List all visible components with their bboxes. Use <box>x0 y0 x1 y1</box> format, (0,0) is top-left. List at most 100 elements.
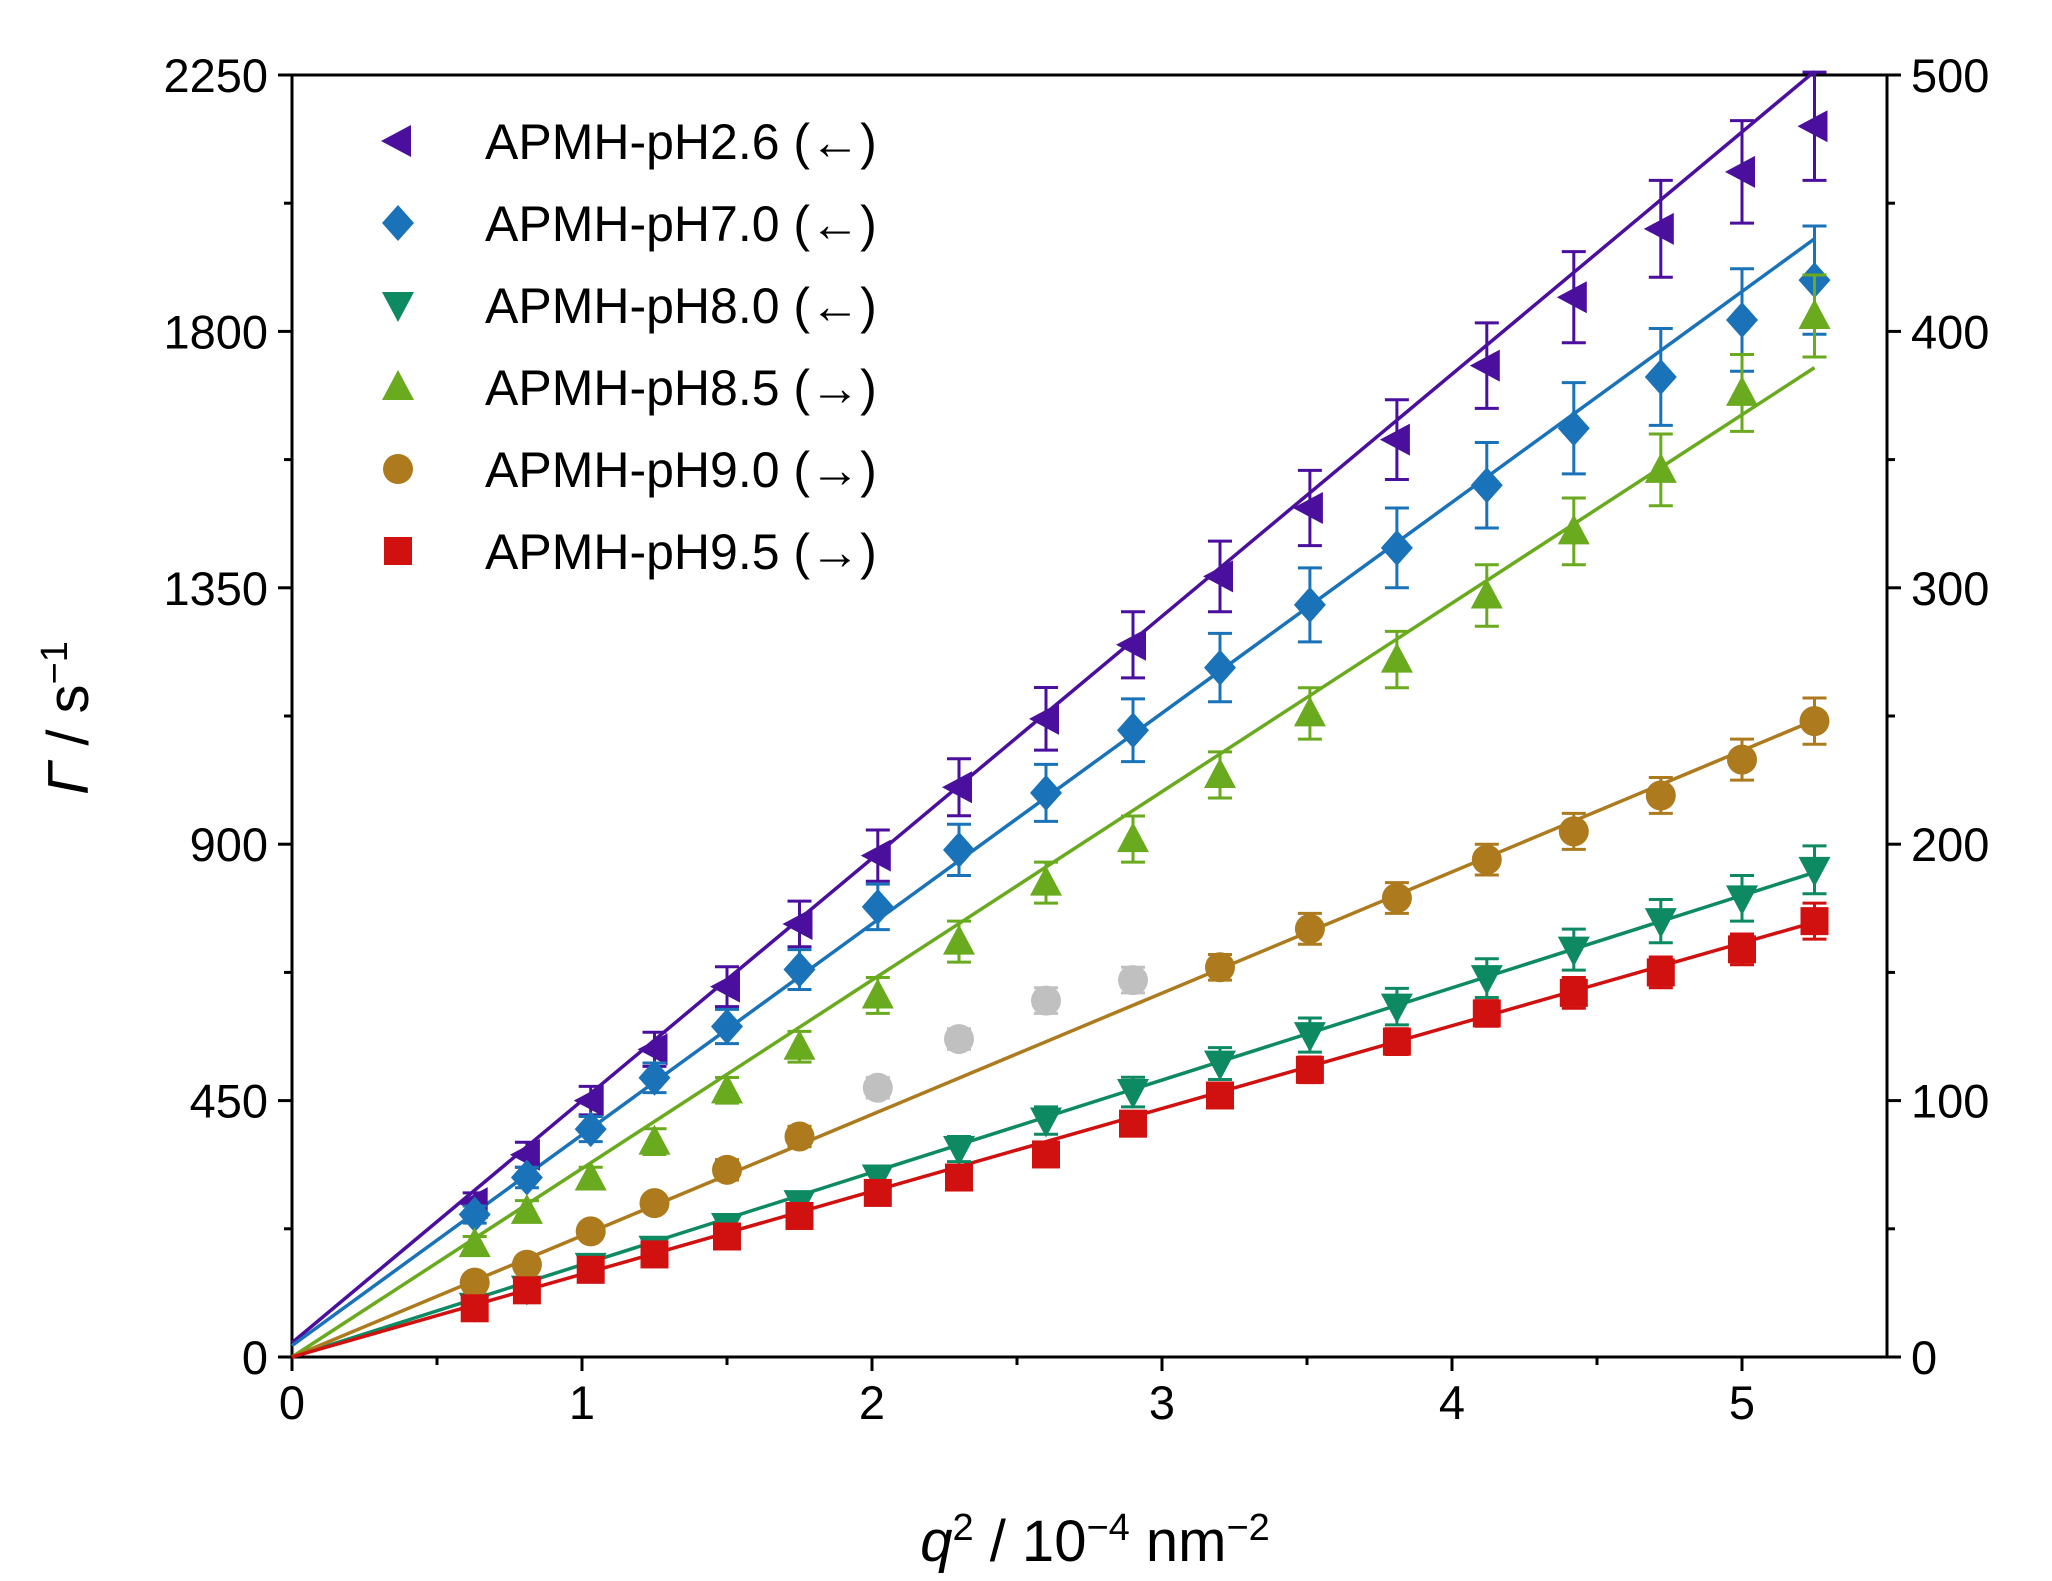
x-axis-rest: / 10 <box>974 1509 1087 1574</box>
data-point <box>1469 349 1500 382</box>
data-point <box>575 1216 606 1247</box>
y-right-tick-label: 400 <box>1911 305 1989 358</box>
data-point <box>510 1159 543 1196</box>
series-4 <box>459 696 1830 1298</box>
data-point <box>1800 907 1829 936</box>
x-axis-sup: 2 <box>952 1507 973 1549</box>
data-point <box>1030 1107 1062 1138</box>
data-point <box>1204 649 1236 686</box>
data-point <box>1203 560 1233 593</box>
data-point <box>1558 816 1589 847</box>
legend-marker-4 <box>383 454 413 484</box>
y-left-tick-label: 900 <box>190 818 268 871</box>
data-point <box>512 1276 541 1305</box>
data-point <box>1726 885 1758 916</box>
data-point <box>459 1267 490 1298</box>
data-point <box>711 1073 743 1104</box>
legend-label-5: APMH-pH9.5 (→) <box>485 524 877 580</box>
data-point <box>1559 978 1588 1007</box>
data-point <box>573 1084 604 1117</box>
data-point <box>509 1138 540 1171</box>
data-point <box>1556 281 1587 314</box>
y-right-tick-label: 500 <box>1911 49 1989 102</box>
data-point <box>1727 744 1757 775</box>
data-point <box>785 1201 814 1230</box>
y-left-tick-label: 450 <box>190 1075 268 1128</box>
data-point <box>1382 1027 1411 1056</box>
data-point <box>1472 999 1501 1028</box>
excluded-point <box>1118 965 1148 996</box>
data-point <box>1119 1109 1147 1138</box>
x-tick-label: 4 <box>1439 1376 1465 1429</box>
data-point <box>1557 936 1590 967</box>
legend-label-3: APMH-pH8.5 (→) <box>485 360 877 416</box>
data-point <box>1293 586 1326 623</box>
x-axis-title: q2 / 10−4 nm−2 <box>920 1507 1270 1574</box>
data-point <box>1799 706 1830 737</box>
data-point <box>1380 993 1413 1024</box>
data-point <box>713 1222 741 1251</box>
data-point <box>711 1008 743 1045</box>
legend-label-1: APMH-pH7.0 (←) <box>485 196 877 252</box>
data-point <box>1293 696 1326 727</box>
data-point <box>1725 155 1755 188</box>
data-point <box>1557 410 1590 447</box>
data-point <box>1030 774 1062 811</box>
data-point <box>943 831 975 868</box>
data-point <box>783 951 816 988</box>
data-point <box>942 771 972 804</box>
legend-label-0: APMH-pH2.6 (←) <box>485 114 877 170</box>
series-3 <box>458 273 1831 1258</box>
legend-marker-1 <box>382 205 414 241</box>
data-point <box>1797 110 1828 143</box>
excluded-point <box>1031 985 1061 1016</box>
y-axis-title: Γ / s−1 <box>34 641 101 795</box>
x-axis-unit: nm <box>1130 1509 1227 1574</box>
data-point <box>1292 492 1323 525</box>
data-point <box>1644 452 1677 483</box>
series-5 <box>460 901 1829 1323</box>
data-point <box>638 1124 671 1155</box>
data-point <box>1117 822 1149 853</box>
data-point <box>1294 913 1325 944</box>
data-point <box>1295 1055 1324 1084</box>
data-point <box>1030 865 1062 896</box>
x-axis-sup2: −4 <box>1086 1507 1129 1549</box>
x-tick-label: 5 <box>1729 1376 1755 1429</box>
y-left-tick-label: 1800 <box>163 305 268 358</box>
data-point <box>1117 1079 1149 1110</box>
legend-label-4: APMH-pH9.0 (→) <box>485 442 877 498</box>
data-point <box>861 888 894 925</box>
data-point <box>1557 514 1590 545</box>
data-point <box>511 1249 542 1280</box>
excluded-point <box>862 1072 893 1103</box>
data-point <box>458 1227 491 1258</box>
data-point <box>1470 467 1503 504</box>
y-left-tick-label: 0 <box>242 1331 268 1384</box>
excluded-point <box>944 1024 974 1055</box>
y-axis-rest: / s <box>36 684 101 761</box>
data-point <box>574 1111 607 1148</box>
data-point <box>1116 628 1146 661</box>
data-point <box>863 1178 892 1207</box>
data-point <box>637 1033 668 1066</box>
data-point <box>782 907 813 940</box>
data-point <box>943 1136 975 1167</box>
y-left-tick-label: 1350 <box>163 562 268 615</box>
data-point <box>1205 952 1235 983</box>
x-axis-sup3: −2 <box>1226 1507 1269 1549</box>
data-point <box>1644 358 1677 395</box>
data-point <box>1646 958 1675 987</box>
data-point <box>1379 423 1410 456</box>
data-point <box>943 924 975 955</box>
data-point <box>640 1240 669 1269</box>
data-point <box>712 1154 742 1185</box>
data-point <box>1204 757 1236 788</box>
data-point <box>1204 1050 1236 1081</box>
data-point <box>1381 883 1412 914</box>
data-point <box>1380 642 1413 673</box>
data-point <box>1470 578 1503 609</box>
data-point <box>1643 212 1674 245</box>
x-axis-var: q <box>920 1509 952 1574</box>
